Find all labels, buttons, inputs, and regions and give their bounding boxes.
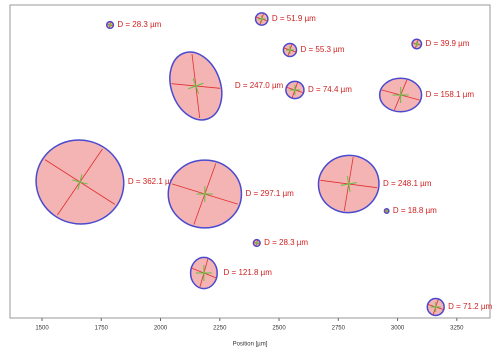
x-tick-label: 3250 (450, 326, 464, 332)
particle (426, 297, 445, 317)
diameter-label: D = 39.9 µm (425, 39, 469, 48)
particle (252, 238, 261, 248)
center-mark (192, 78, 200, 94)
diameter-label: D = 71.2 µm (448, 302, 492, 311)
particle (378, 77, 423, 113)
particle (317, 154, 380, 214)
diameter-label: D = 74.4 µm (308, 85, 352, 94)
particle (167, 159, 243, 229)
x-tick-label: 1500 (35, 326, 49, 332)
x-tick-label: 1750 (95, 326, 109, 332)
diameter-label: D = 247.0 µm (235, 81, 284, 90)
x-tick-label: 3000 (391, 326, 405, 332)
particle (254, 12, 269, 26)
center-mark (77, 174, 83, 190)
particle (35, 139, 125, 225)
particle (189, 256, 218, 290)
particle (411, 38, 423, 50)
diameter-label: D = 28.3 µm (264, 238, 308, 247)
particle (105, 20, 115, 30)
diameter-label: D = 18.8 µm (393, 206, 437, 215)
x-tick-label: 2250 (213, 326, 227, 332)
x-tick-label: 2500 (272, 326, 286, 332)
diameter-label: D = 362.1 µm (128, 177, 177, 186)
particle (285, 80, 305, 100)
diameter-label: D = 248.1 µm (383, 179, 432, 188)
diameter-label: D = 28.3 µm (117, 20, 161, 29)
particle (282, 42, 298, 58)
particle (169, 51, 223, 121)
diameter-label: D = 158.1 µm (426, 90, 475, 99)
particle (383, 208, 390, 214)
diameter-label: D = 55.3 µm (300, 45, 344, 54)
diameter-label: D = 51.9 µm (272, 14, 316, 23)
diameter-label: D = 121.8 µm (224, 268, 273, 277)
diameter-label: D = 297.1 µm (245, 189, 294, 198)
center-mark (346, 176, 351, 192)
x-tick-label: 2750 (332, 326, 346, 332)
x-tick-label: 2000 (154, 326, 168, 332)
x-axis-label: Position [µm] (233, 342, 268, 348)
